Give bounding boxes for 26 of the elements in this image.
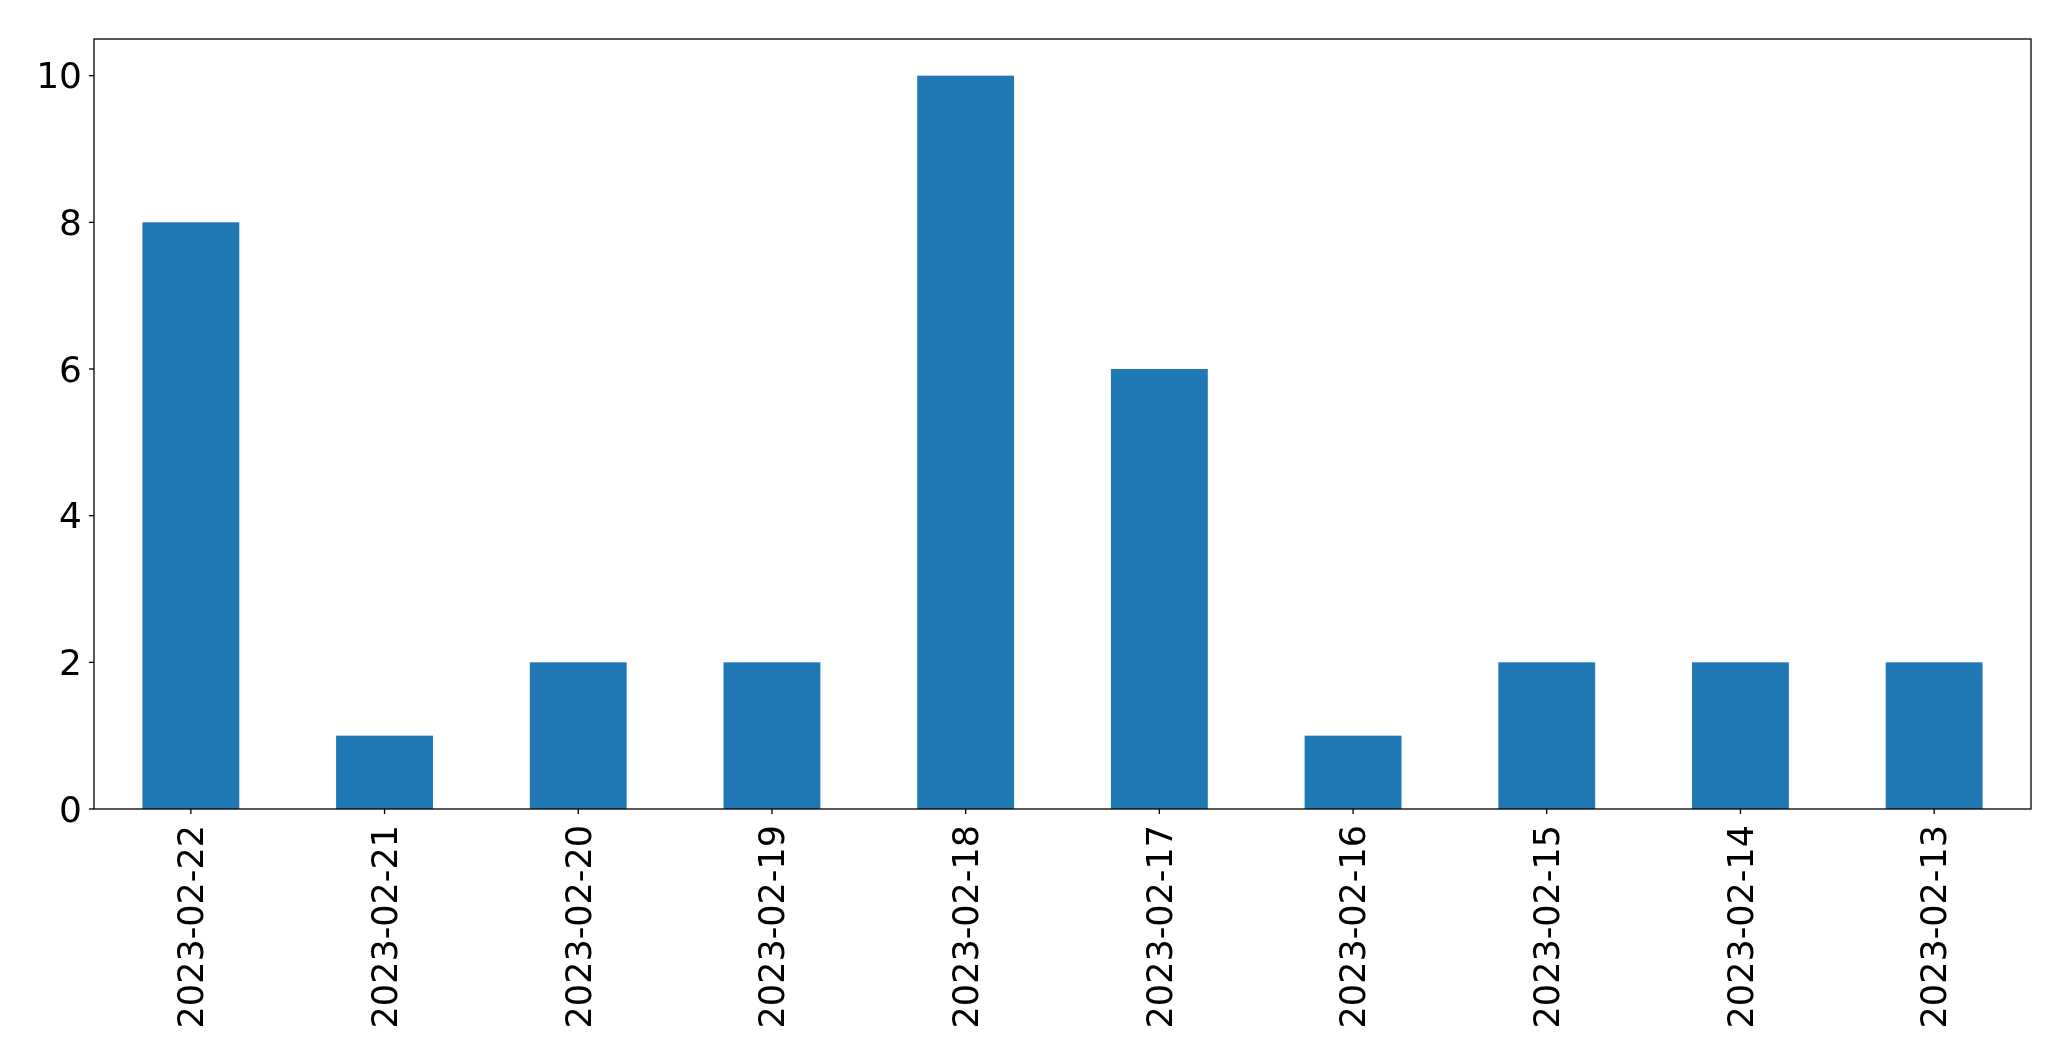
x-tick-label: 2023-02-22 — [171, 825, 212, 1029]
x-tick-label: 2023-02-16 — [1333, 825, 1374, 1029]
y-tick-label: 2 — [59, 641, 82, 683]
bar — [1304, 735, 1402, 809]
x-tick-label: 2023-02-20 — [558, 825, 599, 1029]
bar — [917, 75, 1015, 809]
y-tick-label: 4 — [59, 495, 82, 537]
y-tick-label: 0 — [59, 788, 82, 830]
bar — [529, 662, 627, 809]
x-tick-label: 2023-02-13 — [1914, 825, 1955, 1029]
y-tick-label: 8 — [59, 201, 82, 243]
x-tick-label: 2023-02-19 — [752, 825, 793, 1029]
bar — [142, 222, 240, 809]
bar — [1692, 662, 1789, 809]
bar — [1885, 662, 1983, 809]
x-tick-label: 2023-02-17 — [1139, 825, 1180, 1029]
y-tick-label: 10 — [36, 55, 82, 97]
bar — [336, 735, 433, 809]
bar — [723, 662, 821, 809]
x-tick-label: 2023-02-14 — [1720, 825, 1761, 1029]
x-tick-label: 2023-02-15 — [1527, 825, 1567, 1029]
bar — [1110, 369, 1208, 809]
bar — [1498, 662, 1596, 809]
x-tick-label: 2023-02-21 — [364, 825, 405, 1029]
y-tick-label: 6 — [59, 348, 82, 390]
x-tick-label: 2023-02-18 — [945, 825, 986, 1029]
